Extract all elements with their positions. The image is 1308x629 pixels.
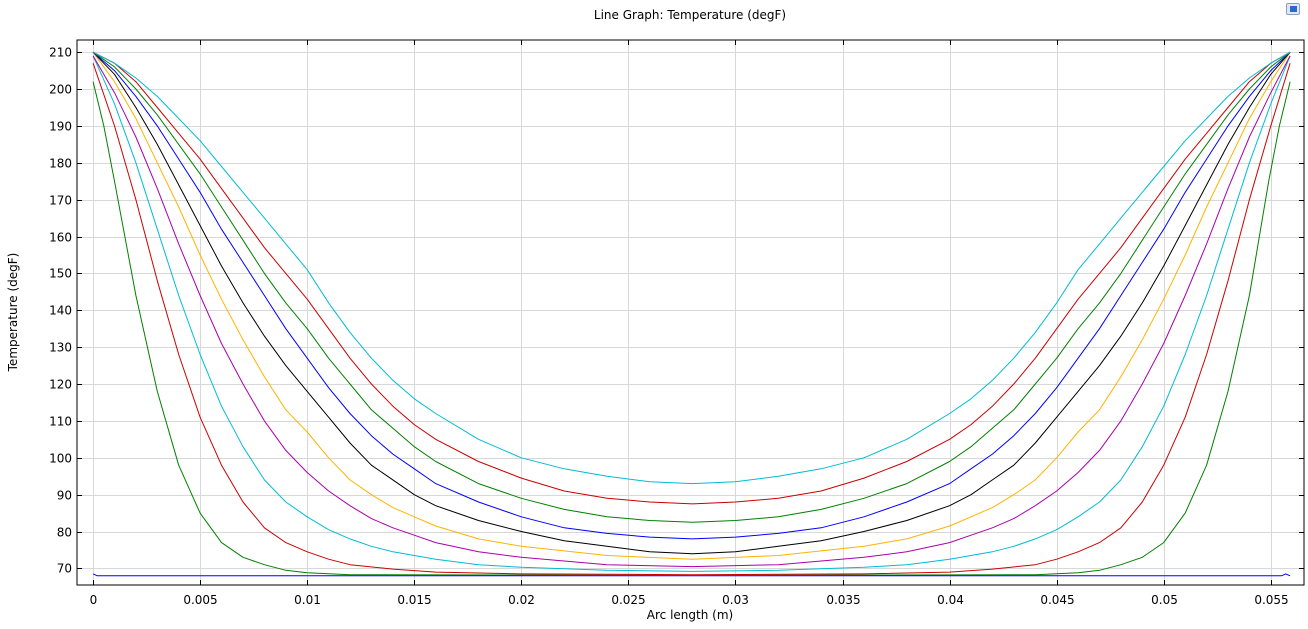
y-tick-label: 100 — [49, 452, 72, 466]
graph-options-icon[interactable] — [1286, 3, 1300, 15]
plot-frame — [76, 39, 1305, 586]
y-tick-label: 160 — [49, 231, 72, 245]
series-line-9 — [92, 51, 1291, 523]
series-line-6 — [92, 51, 1291, 560]
x-tick-label: 0.015 — [397, 593, 431, 607]
y-tick-label: 110 — [49, 415, 72, 429]
y-gridlines — [77, 52, 1304, 569]
series-line-10 — [92, 51, 1291, 505]
y-tick-label: 180 — [49, 157, 72, 171]
series-line-2 — [92, 81, 1291, 576]
y-tick-label: 190 — [49, 120, 72, 134]
series-line-7 — [92, 51, 1291, 555]
x-tick-label: 0.01 — [294, 593, 321, 607]
x-axis-label: Arc length (m) — [647, 608, 733, 622]
y-tick-label: 200 — [49, 83, 72, 97]
y-tick-label: 70 — [57, 562, 72, 576]
series-line-4 — [92, 55, 1291, 572]
y-tick-label: 150 — [49, 267, 72, 281]
y-tick-label: 120 — [49, 378, 72, 392]
x-tick-label: 0.035 — [826, 593, 860, 607]
y-tick-label: 210 — [49, 46, 72, 60]
x-tick-label: 0.055 — [1254, 593, 1288, 607]
x-tick-label: 0.02 — [508, 593, 535, 607]
x-gridlines — [93, 40, 1272, 585]
series-line-11 — [92, 51, 1291, 485]
y-tick-label: 130 — [49, 341, 72, 355]
x-tick-label: 0.03 — [722, 593, 749, 607]
x-tick-label: 0.025 — [611, 593, 645, 607]
y-tick-label: 170 — [49, 194, 72, 208]
x-tick-label: 0.04 — [937, 593, 964, 607]
y-tick-label: 140 — [49, 304, 72, 318]
x-tick-label: 0 — [90, 593, 98, 607]
x-tick-label: 0.05 — [1151, 593, 1178, 607]
chart-title: Line Graph: Temperature (degF) — [593, 8, 787, 22]
series-line-5 — [92, 55, 1291, 568]
series-lines — [92, 51, 1291, 577]
series-line-3 — [92, 63, 1291, 576]
x-ticks: 0 0.005 0.01 0.015 0.02 0.025 0.03 0.035 0.04 0.0… — [90, 40, 1289, 607]
y-tick-label: 80 — [57, 526, 72, 540]
x-tick-label: 0.045 — [1040, 593, 1074, 607]
y-tick-label: 90 — [57, 489, 72, 503]
series-line-8 — [92, 51, 1291, 540]
x-tick-label: 0.005 — [183, 593, 217, 607]
y-axis-label: Temperature (degF) — [6, 253, 20, 373]
y-ticks: 70 80 90 100 110 120 130 140 150 160 170 180 190 200 2… — [49, 46, 1304, 576]
